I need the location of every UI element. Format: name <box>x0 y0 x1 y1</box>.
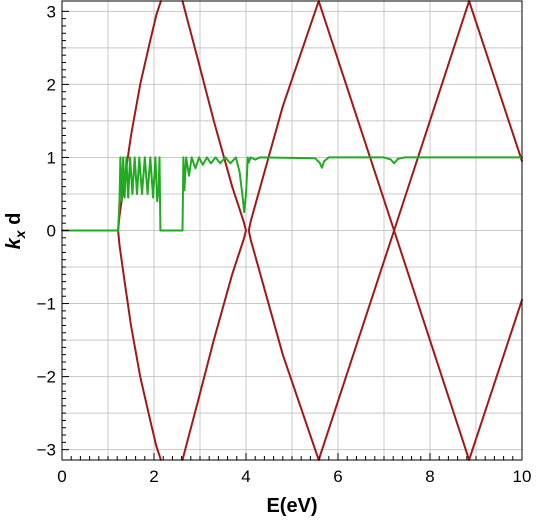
y-axis-label-sub: x <box>12 229 28 239</box>
y-axis-label-main: k <box>3 237 25 249</box>
band-boundary-7-curve <box>468 0 523 163</box>
x-tick-label: 8 <box>425 467 434 486</box>
y-tick-label: 0 <box>47 222 56 241</box>
grid <box>61 1 523 460</box>
y-tick-label: 1 <box>47 148 56 167</box>
axis-ticks: 0 2 4 6 8 10 −3 −2 −1 0 1 2 3 <box>37 2 532 486</box>
x-tick-label: 10 <box>513 467 532 486</box>
y-tick-label: 3 <box>47 2 56 21</box>
y-axis-label: kx d <box>3 213 28 250</box>
band-boundary-2-curve <box>181 0 247 461</box>
y-axis-label-tail: d <box>3 213 25 231</box>
x-tick-label: 2 <box>149 467 158 486</box>
y-tick-label: −3 <box>37 441 56 460</box>
plot-series <box>61 0 523 461</box>
band-boundary-5-curve <box>317 0 471 461</box>
y-tick-label: −2 <box>37 368 56 387</box>
x-tick-label: 6 <box>333 467 342 486</box>
x-axis-label: E(eV) <box>266 495 317 517</box>
transmission-curve <box>61 156 523 232</box>
y-tick-label: 2 <box>47 75 56 94</box>
band-boundary-3-curve <box>247 0 320 461</box>
x-tick-label: 4 <box>241 467 250 486</box>
y-tick-label: −1 <box>37 295 56 314</box>
x-tick-label: 0 <box>57 467 66 486</box>
band-boundary-6-curve <box>468 298 523 461</box>
